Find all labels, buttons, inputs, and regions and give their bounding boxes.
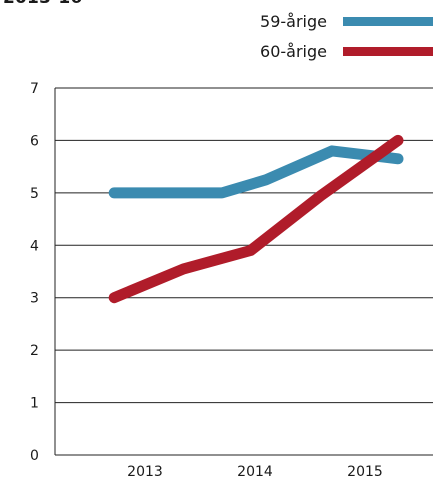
y-tick-label-1: 1 [30, 396, 39, 412]
x-tick-label-2015: 2015 [347, 464, 383, 479]
legend-swatch-1 [343, 17, 433, 26]
gridlines [55, 87, 433, 404]
y-tick-label-7: 7 [30, 81, 39, 97]
y-tick-label-3: 3 [30, 291, 39, 307]
y-axis-ticks: 0 1 2 3 4 5 6 7 [30, 81, 39, 464]
y-tick-label-4: 4 [30, 238, 39, 254]
x-tick-label-2013: 2013 [127, 464, 163, 479]
legend-label-1: 59-årige [260, 12, 327, 31]
x-axis-ticks: 2013 2014 2015 [127, 464, 383, 479]
series-line-2 [108, 134, 404, 304]
x-tick-label-2014: 2014 [237, 464, 273, 479]
chart-title: 2013-16 [3, 0, 82, 8]
series-lines [108, 134, 404, 304]
y-tick-label-2: 2 [30, 343, 39, 359]
legend: 59-årige 60-årige [260, 12, 433, 61]
series-line-1 [108, 145, 404, 199]
axes [54, 88, 433, 456]
y-tick-label-0: 0 [30, 448, 39, 464]
y-tick-label-6: 6 [30, 133, 39, 149]
y-tick-label-5: 5 [30, 186, 39, 202]
legend-swatch-2 [343, 47, 433, 56]
legend-label-2: 60-årige [260, 42, 327, 61]
